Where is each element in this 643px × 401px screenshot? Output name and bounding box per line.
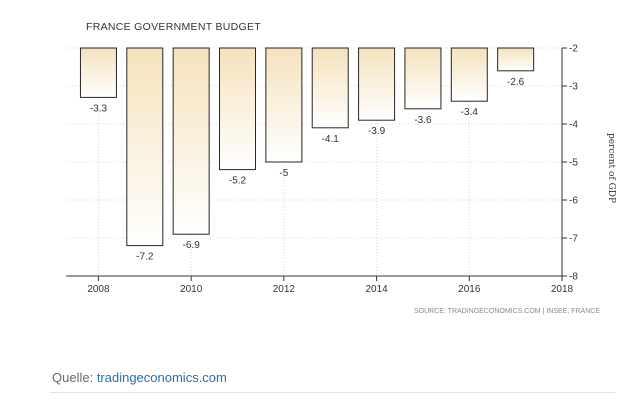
x-tick-label: 2008: [87, 284, 110, 295]
y-axis-label: percent of GDP: [606, 133, 616, 203]
footer-caption: Quelle: tradingeconomics.com: [52, 370, 227, 385]
bar-value-label: -2.6: [507, 77, 525, 88]
bar[interactable]: [172, 47, 210, 235]
x-tick-label: 2018: [551, 284, 574, 295]
bar[interactable]: [219, 47, 257, 171]
bar-value-label: -3.4: [461, 107, 479, 118]
bar[interactable]: [311, 47, 349, 129]
bar-value-label: -3.6: [414, 115, 432, 126]
y-tick-label: -8: [569, 272, 578, 283]
bar-value-label: -5.2: [229, 176, 247, 187]
bar-value-label: -3.3: [90, 103, 108, 114]
y-tick-label: -2: [569, 44, 578, 55]
bar-value-label: -3.9: [368, 126, 386, 137]
bar-value-label: -5: [279, 168, 288, 179]
bar-value-label: -4.1: [322, 134, 340, 145]
footer-prefix: Quelle:: [52, 370, 97, 385]
y-tick-label: -3: [569, 82, 578, 93]
bar[interactable]: [497, 47, 535, 72]
y-tick-label: -6: [569, 196, 578, 207]
y-tick-label: -4: [569, 120, 578, 131]
chart: -3.3 -7.2 -6.9 -5.2 -5 -4.1 -3.9 -3.6 -3.4 -2.6 -…: [66, 21, 616, 315]
footer-divider: [50, 392, 615, 393]
bar[interactable]: [450, 47, 488, 102]
x-tick-label: 2014: [365, 284, 388, 295]
bar-value-label: -7.2: [136, 252, 154, 263]
bar[interactable]: [404, 47, 442, 110]
footer-source-link[interactable]: tradingeconomics.com: [96, 370, 227, 385]
x-tick-label: 2010: [180, 284, 203, 295]
y-tick-label: -5: [569, 158, 578, 169]
bar[interactable]: [265, 47, 303, 163]
y-tick-label: -7: [569, 234, 578, 245]
source-note: SOURCE: TRADINGECONOMICS.COM | INSEE, FR…: [414, 308, 600, 315]
bar-value-label: -6.9: [183, 240, 201, 251]
x-tick-label: 2016: [458, 284, 481, 295]
bar[interactable]: [79, 47, 117, 98]
bar[interactable]: [358, 47, 396, 121]
bar[interactable]: [126, 47, 164, 247]
chart-title: FRANCE GOVERNMENT BUDGET: [86, 21, 261, 33]
x-tick-label: 2012: [273, 284, 296, 295]
